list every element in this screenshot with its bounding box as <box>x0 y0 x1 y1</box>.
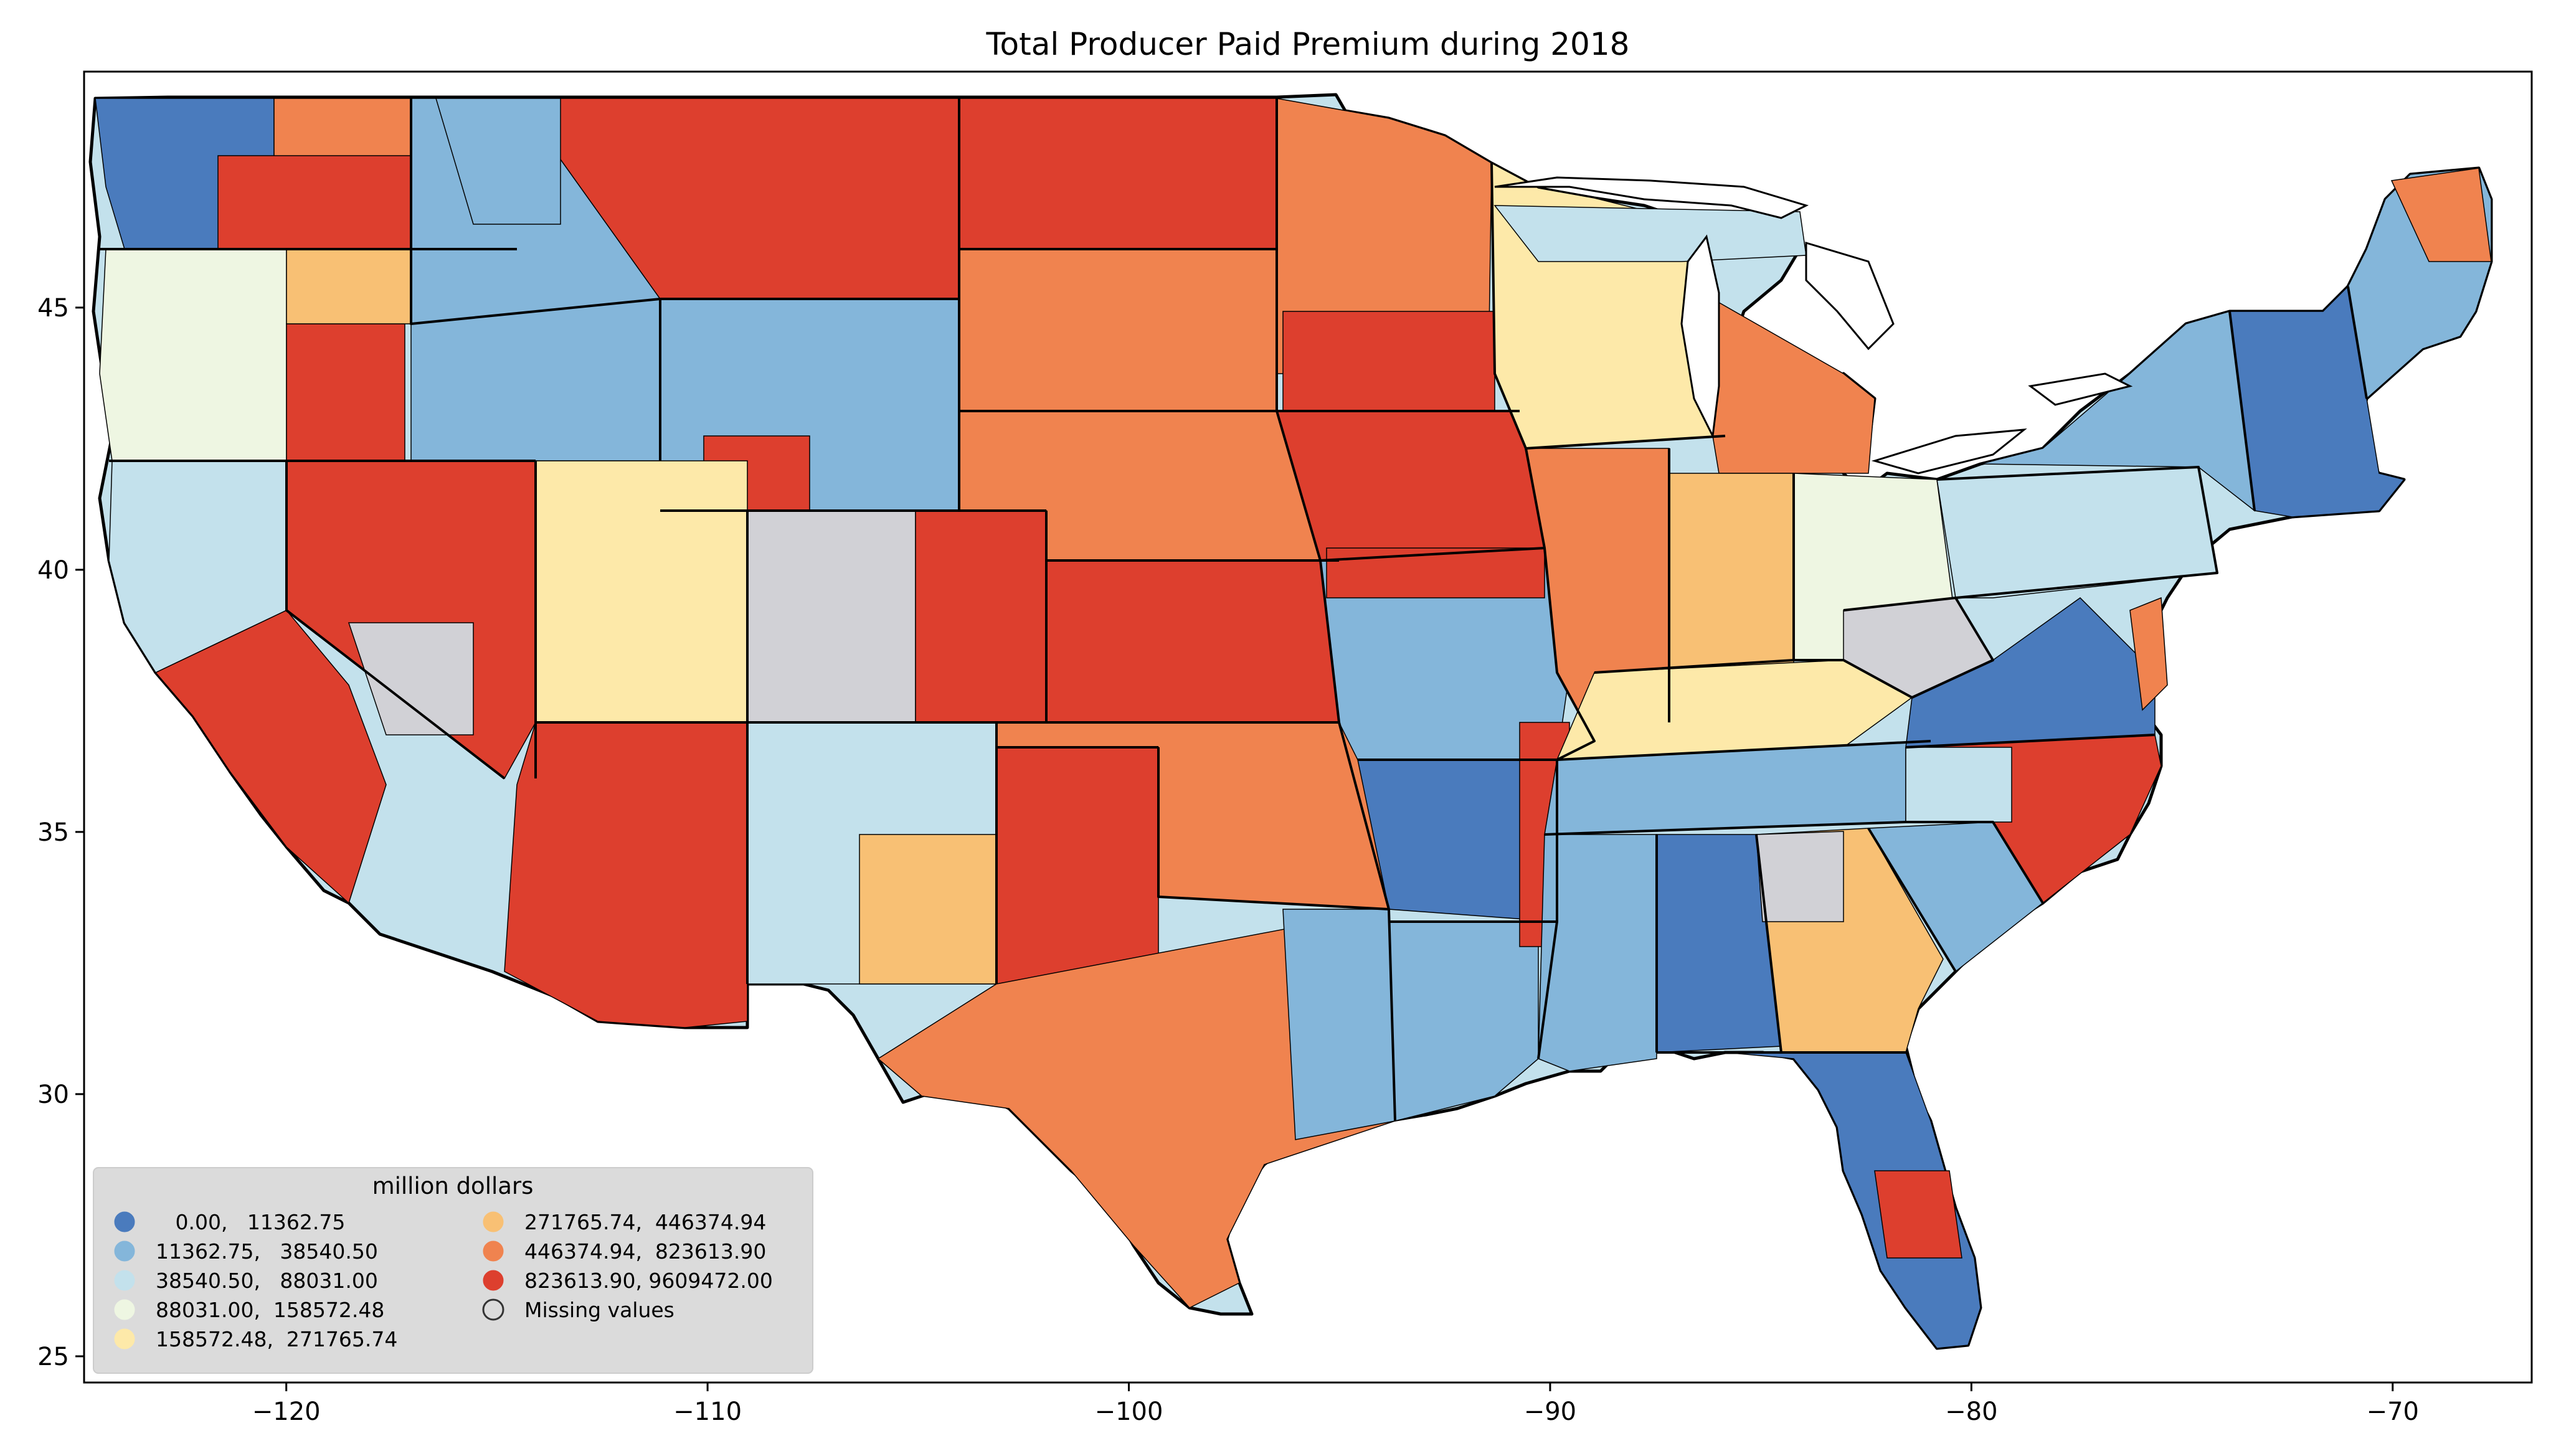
chart-title: Total Producer Paid Premium during 2018 <box>985 26 1629 62</box>
x-tick-label: −100 <box>1095 1397 1163 1426</box>
border-ky-tn <box>1556 740 1931 761</box>
region-montana-w <box>435 98 561 225</box>
region-south-dakota <box>958 248 1277 412</box>
border-ga-sc <box>1867 827 1957 973</box>
region-texas-east <box>1282 909 1396 1140</box>
legend-marker <box>114 1211 135 1232</box>
region-mid-atlantic <box>2129 597 2168 711</box>
border-ok-tx <box>1157 747 1389 910</box>
region-maine-n <box>2390 168 2492 262</box>
x-tick-label: −120 <box>252 1397 321 1426</box>
region-georgia-n <box>1756 831 1844 922</box>
border-mo-ia <box>1320 547 1545 562</box>
legend-marker <box>483 1241 504 1262</box>
border-me <box>2347 286 2368 399</box>
region-kentucky <box>1556 659 1913 760</box>
region-oregon-west <box>99 248 287 461</box>
border-wi-il <box>1525 435 1726 450</box>
y-tick-label: 30 <box>37 1080 69 1109</box>
region-north-dakota <box>958 98 1277 250</box>
border-ny-ne <box>2228 311 2256 511</box>
legend-entry-label: 88031.00, 158572.48 <box>156 1298 384 1322</box>
border-tn-south <box>1544 821 1906 836</box>
y-axis: 25 30 35 40 45 <box>37 294 84 1371</box>
legend-marker <box>114 1299 135 1320</box>
region-colorado-w <box>747 510 916 723</box>
legend-entry-label: Missing values <box>524 1298 674 1322</box>
region-michigan-up <box>1493 205 1807 262</box>
legend-marker <box>483 1270 504 1291</box>
legend-marker <box>483 1211 504 1232</box>
legend-entries: 0.00, 11362.75 11362.75, 38540.50 38540.50… <box>114 1210 773 1351</box>
border-pa <box>1936 466 2218 599</box>
legend-entry-label: 271765.74, 446374.94 <box>524 1210 766 1234</box>
state-borders <box>100 98 2368 1122</box>
region-new-york <box>1980 311 2255 512</box>
border-va-nc <box>1905 734 2156 749</box>
region-iowa <box>1276 410 1545 561</box>
border-id-mt <box>410 98 661 461</box>
region-north-carolina-w <box>1905 747 2012 823</box>
region-missouri-n <box>1326 547 1545 598</box>
border-al-ga <box>1755 834 1782 1053</box>
legend-title: million dollars <box>372 1173 534 1199</box>
x-tick-label: −70 <box>2367 1397 2419 1426</box>
lake-huron <box>1805 241 1895 351</box>
legend-entry-label: 0.00, 11362.75 <box>156 1210 345 1234</box>
region-nevada-south <box>348 622 474 735</box>
border-ohio-river <box>1594 659 1913 699</box>
region-kansas <box>1046 560 1340 723</box>
y-tick-label: 25 <box>37 1343 69 1371</box>
y-tick-label: 45 <box>37 294 69 323</box>
region-utah <box>535 460 748 723</box>
legend-marker <box>114 1328 135 1350</box>
legend-entry-label: 158572.48, 271765.74 <box>156 1327 397 1351</box>
great-lakes <box>1494 176 2133 475</box>
region-texas-panhandle <box>996 747 1159 985</box>
region-colorado-e <box>915 510 1047 723</box>
map-layer <box>88 93 2493 1350</box>
lake-erie <box>1871 428 2027 475</box>
x-tick-label: −110 <box>673 1397 742 1426</box>
lake-michigan <box>1680 234 1720 440</box>
border-nc-sc <box>1906 821 2044 904</box>
lake-ontario <box>2028 372 2133 406</box>
legend-marker <box>114 1270 135 1291</box>
region-arizona <box>504 722 748 1028</box>
region-new-mexico-2 <box>859 834 997 985</box>
region-california-central <box>154 610 387 904</box>
region-wa-east-2 <box>217 155 424 250</box>
legend-entry-label: 38540.50, 88031.00 <box>156 1269 378 1293</box>
region-new-england <box>2229 285 2405 518</box>
y-tick-label: 40 <box>37 556 69 585</box>
legend-entry-label: 446374.94, 823613.90 <box>524 1239 766 1264</box>
legend-box <box>93 1167 813 1374</box>
legend-entry-label: 823613.90, 9609472.00 <box>524 1269 773 1293</box>
y-tick-label: 35 <box>37 818 69 847</box>
region-oregon-east <box>286 323 405 461</box>
lake-superior <box>1494 176 1809 219</box>
region-minnesota-s <box>1282 311 1495 412</box>
border-mississippi-river <box>1490 163 1596 1059</box>
region-florida <box>1725 1052 1981 1349</box>
legend-marker <box>114 1241 135 1262</box>
legend-marker <box>482 1298 504 1321</box>
border-ca-nv <box>285 461 506 780</box>
x-axis: −120 −110 −100 −90 −80 −70 <box>252 1383 2419 1426</box>
x-tick-label: −90 <box>1524 1397 1576 1426</box>
legend: million dollars 0.00, 11362.75 11362.75, … <box>93 1167 813 1374</box>
border-wv <box>1843 597 1994 699</box>
legend-entry-label: 11362.75, 38540.50 <box>156 1239 378 1264</box>
plot-frame <box>83 70 2533 1384</box>
border-plains-east <box>1276 98 1396 1122</box>
x-tick-label: −80 <box>1945 1397 1997 1426</box>
region-florida-s <box>1874 1170 1962 1259</box>
region-mississippi <box>1538 834 1657 1072</box>
